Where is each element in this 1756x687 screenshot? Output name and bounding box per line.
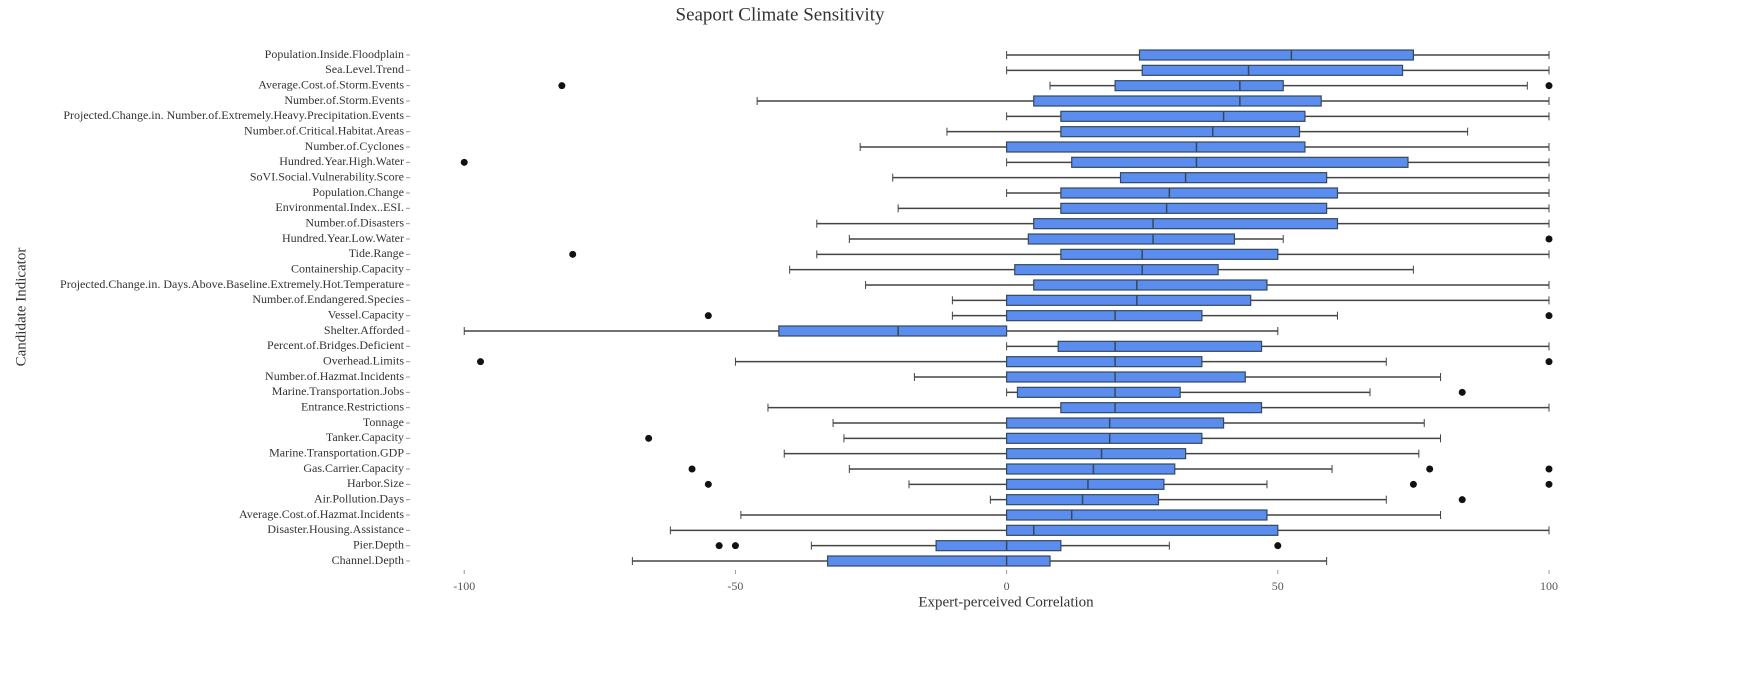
box <box>1060 202 1328 214</box>
chart-title: Seaport Climate Sensitivity <box>676 4 885 25</box>
box <box>1006 478 1165 490</box>
outlier <box>1545 358 1553 366</box>
box <box>1006 448 1187 460</box>
box <box>1027 233 1236 245</box>
x-axis-title: Expert-perceived Correlation <box>918 594 1094 610</box>
outlier <box>688 465 696 473</box>
y-tick-label: Marine.Transportation.Jobs <box>272 384 405 398</box>
box <box>1114 80 1284 92</box>
y-tick-label: Number.of.Cyclones <box>305 139 405 153</box>
y-tick-label: Projected.Change.in. Number.of.Extremely… <box>63 108 404 122</box>
outlier <box>715 542 723 550</box>
x-tick-label: 100 <box>1540 579 1558 593</box>
y-tick-label: Hundred.Year.Low.Water <box>282 231 404 245</box>
x-tick-label: 0 <box>1004 579 1010 593</box>
box <box>1119 172 1328 184</box>
y-tick-label: Number.of.Hazmat.Incidents <box>265 369 404 383</box>
box <box>1006 141 1306 153</box>
box <box>1033 95 1322 107</box>
y-tick-label: Marine.Transportation.GDP <box>269 445 404 459</box>
outlier <box>1545 312 1553 320</box>
y-tick-label: SoVI.Social.Vulnerability.Score <box>250 169 404 183</box>
y-tick-label: Sea.Level.Trend <box>325 62 404 76</box>
y-tick-label: Pier.Depth <box>353 537 404 551</box>
outlier <box>704 312 712 320</box>
outlier <box>731 542 739 550</box>
y-tick-label: Entrance.Restrictions <box>301 399 404 413</box>
outlier <box>1545 235 1553 243</box>
outlier <box>1545 465 1553 473</box>
x-tick-label: -50 <box>727 579 743 593</box>
box <box>1006 294 1252 306</box>
outlier <box>477 358 485 366</box>
y-tick-label: Percent.of.Bridges.Deficient <box>267 338 405 352</box>
outlier <box>569 250 577 258</box>
box <box>1006 310 1203 322</box>
box <box>1060 402 1263 414</box>
y-axis-title: Candidate Indicator <box>13 248 29 367</box>
y-tick-label: Number.of.Disasters <box>305 215 404 229</box>
box <box>1138 49 1415 61</box>
y-tick-label: Environmental.Index..ESI. <box>275 200 404 214</box>
y-tick-label: Shelter.Afforded <box>324 323 404 337</box>
outlier <box>645 434 653 442</box>
box <box>1060 110 1306 122</box>
box <box>1057 340 1263 352</box>
outlier <box>1458 496 1466 504</box>
y-tick-label: Air.Pollution.Days <box>314 491 404 505</box>
y-tick-label: Average.Cost.of.Storm.Events <box>258 77 404 91</box>
y-tick-label: Average.Cost.of.Hazmat.Incidents <box>239 507 404 521</box>
box <box>1006 463 1176 475</box>
box <box>935 540 1062 552</box>
box <box>1060 187 1339 199</box>
y-tick-label: Projected.Change.in. Days.Above.Baseline… <box>60 277 404 291</box>
outlier <box>460 158 468 166</box>
box <box>1060 126 1301 138</box>
box <box>1006 356 1203 368</box>
box <box>1033 218 1339 230</box>
outlier <box>558 82 566 90</box>
y-tick-label: Number.of.Endangered.Species <box>252 292 404 306</box>
y-tick-label: Disaster.Housing.Assistance <box>267 522 404 536</box>
outlier <box>1426 465 1434 473</box>
y-tick-label: Channel.Depth <box>332 553 404 567</box>
y-tick-label: Overhead.Limits <box>323 353 404 367</box>
y-tick-label: Containership.Capacity <box>291 261 404 275</box>
box <box>1016 386 1181 398</box>
y-tick-label: Number.of.Critical.Habitat.Areas <box>244 123 404 137</box>
y-tick-label: Number.of.Storm.Events <box>284 93 404 107</box>
box <box>1006 432 1203 444</box>
y-tick-label: Hundred.Year.High.Water <box>279 154 404 168</box>
outlier <box>1545 480 1553 488</box>
box <box>1071 156 1409 168</box>
box <box>1006 524 1279 536</box>
y-tick-label: Population.Inside.Floodplain <box>265 47 404 61</box>
box <box>1033 279 1268 291</box>
box <box>827 555 1051 567</box>
box <box>1006 371 1246 383</box>
outlier <box>704 480 712 488</box>
y-tick-label: Tide.Range <box>349 246 404 260</box>
y-tick-label: Tanker.Capacity <box>326 430 404 444</box>
y-tick-label: Gas.Carrier.Capacity <box>303 461 404 475</box>
x-tick-label: -100 <box>453 579 475 593</box>
box <box>1006 417 1225 429</box>
y-tick-label: Vessel.Capacity <box>328 307 404 321</box>
outlier <box>1545 82 1553 90</box>
box <box>1006 509 1268 521</box>
y-tick-label: Tonnage <box>363 415 404 429</box>
y-tick-label: Harbor.Size <box>347 476 404 490</box>
outlier <box>1274 542 1282 550</box>
outlier <box>1409 480 1417 488</box>
y-tick-label: Population.Change <box>312 185 404 199</box>
outlier <box>1458 388 1466 396</box>
box <box>1014 264 1219 276</box>
box <box>778 325 1008 337</box>
box <box>1060 248 1279 260</box>
box <box>1141 64 1404 76</box>
x-tick-label: 50 <box>1272 579 1284 593</box>
